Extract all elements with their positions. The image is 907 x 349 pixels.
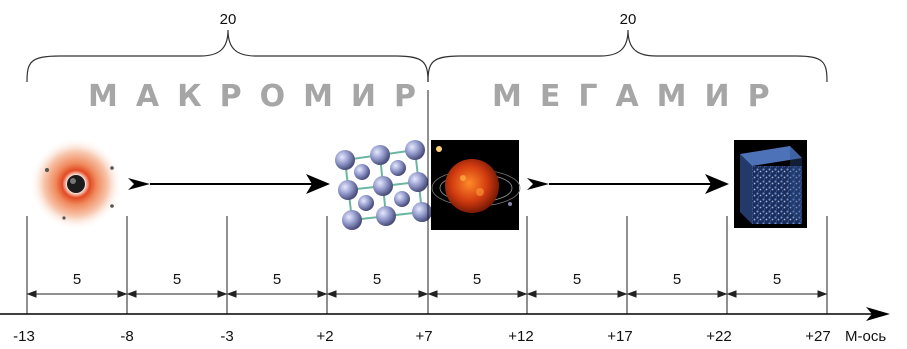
universe-cube-image bbox=[734, 140, 807, 228]
axis-tick-label: -13 bbox=[13, 328, 35, 345]
brace-value-macro: 20 bbox=[220, 11, 237, 28]
solar-system-image bbox=[431, 140, 521, 230]
brace-value-mega: 20 bbox=[620, 11, 637, 28]
interval-label: 5 bbox=[673, 271, 681, 288]
axis-tick-label: +27 bbox=[805, 328, 830, 345]
axis-tick-label: +12 bbox=[508, 328, 533, 345]
axis-tick-label: +17 bbox=[607, 328, 632, 345]
brace-macro bbox=[26, 29, 429, 83]
brace-mega bbox=[427, 29, 828, 83]
m-axis bbox=[0, 307, 890, 321]
arrow-mega bbox=[527, 174, 729, 194]
region-title-macro: МАКРОМИР bbox=[88, 79, 434, 114]
atom-image bbox=[30, 138, 122, 230]
interval-label: 5 bbox=[273, 271, 281, 288]
interval-label: 5 bbox=[773, 271, 781, 288]
interval-label: 5 bbox=[573, 271, 581, 288]
axis-name: М-ось bbox=[845, 328, 886, 345]
crystal-lattice-image bbox=[335, 140, 432, 230]
region-title-mega: МЕГАМИР bbox=[492, 79, 788, 114]
axis-tick-label: -8 bbox=[120, 328, 133, 345]
interval-label: 5 bbox=[473, 271, 481, 288]
interval-arrows bbox=[26, 290, 828, 298]
arrow-macro bbox=[128, 174, 330, 194]
interval-label: 5 bbox=[173, 271, 181, 288]
axis-tick-label: -3 bbox=[220, 328, 233, 345]
axis-tick-label: +2 bbox=[316, 328, 333, 345]
interval-label: 5 bbox=[373, 271, 381, 288]
interval-label: 5 bbox=[73, 271, 81, 288]
axis-tick-label: +7 bbox=[415, 328, 432, 345]
tick-lines bbox=[26, 90, 828, 314]
axis-tick-label: +22 bbox=[706, 328, 731, 345]
